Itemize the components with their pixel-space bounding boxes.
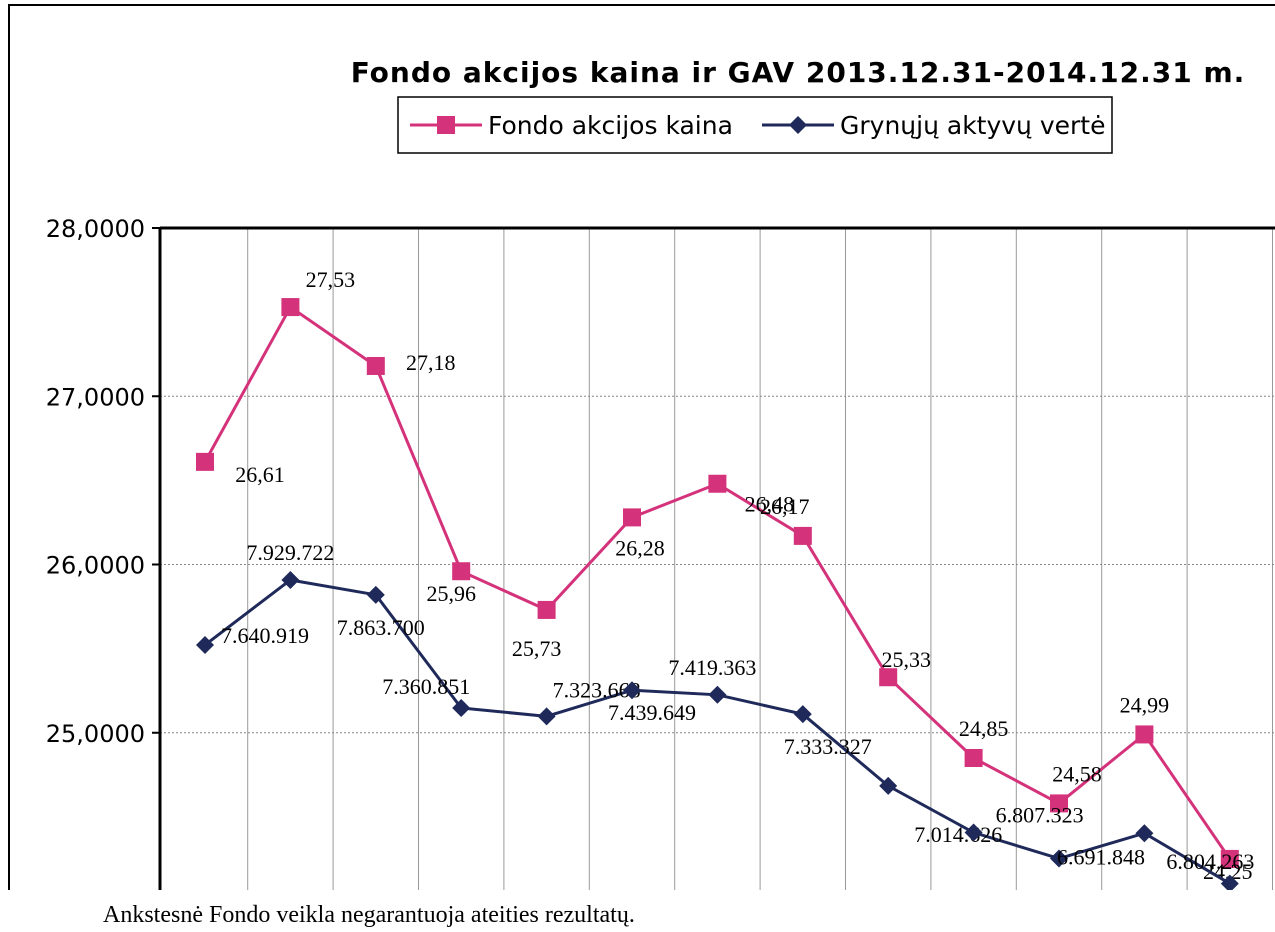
marker (789, 116, 807, 134)
marker (1050, 849, 1068, 868)
marker (452, 698, 471, 717)
marker (281, 298, 300, 317)
value-label: 6.804.263 (1166, 849, 1254, 874)
marker (452, 562, 471, 581)
y-tick-label: 28,0000 (46, 215, 145, 243)
marker (366, 356, 385, 375)
footer-bg (0, 890, 1275, 932)
y-tick-label: 27,0000 (46, 383, 145, 411)
value-label: 25,73 (512, 636, 562, 661)
footnote: Ankstesnė Fondo veikla negarantuoja atei… (103, 902, 635, 928)
marker (879, 668, 898, 687)
marker (281, 570, 300, 589)
marker (964, 823, 983, 842)
marker (1220, 849, 1239, 868)
value-label: 7.419.363 (668, 655, 756, 680)
marker (623, 508, 641, 527)
value-label: 25,96 (426, 581, 476, 606)
value-label: 26,48 (745, 492, 795, 517)
value-label: 7.014.626 (914, 822, 1002, 847)
marker (1220, 874, 1239, 893)
value-label: 27,53 (306, 267, 356, 292)
value-label: 27,18 (406, 350, 456, 375)
marker (1135, 824, 1154, 843)
marker (537, 707, 556, 726)
value-label: 26,61 (235, 462, 285, 487)
marker (879, 776, 898, 795)
marker (1135, 725, 1154, 744)
marker (1050, 794, 1068, 813)
value-label: 7.360.851 (382, 674, 470, 699)
value-label: 24,99 (1120, 692, 1170, 717)
chart-title: Fondo akcijos kaina ir GAV 2013.12.31-20… (351, 56, 1246, 89)
marker (708, 474, 727, 493)
legend-box (397, 96, 1113, 154)
plot: 24,000025,000026,000027,000028,000026,61… (46, 111, 1275, 917)
value-label: 6.807.323 (996, 803, 1084, 828)
marker (366, 585, 385, 604)
value-label: 24,85 (959, 716, 1009, 741)
marker (708, 685, 727, 704)
marker (196, 635, 214, 654)
y-tick-label: 26,0000 (46, 552, 145, 580)
value-label: 7.640.919 (221, 623, 309, 648)
legend-label: Grynųjų aktyvų vertė (840, 111, 1106, 140)
value-label: 6.691.848 (1057, 845, 1145, 870)
value-label: 24,58 (1052, 761, 1102, 786)
y-tick-label: 25,0000 (46, 720, 145, 748)
marker (196, 452, 214, 471)
value-label: 25,33 (881, 647, 931, 672)
marker (964, 748, 983, 767)
value-label: 7.439.649 (608, 700, 696, 725)
value-label: 26,17 (760, 494, 810, 519)
value-label: 26,28 (615, 535, 665, 560)
marker (793, 526, 812, 545)
marker (537, 600, 556, 619)
marker (793, 705, 812, 724)
value-label: 7.929.722 (246, 540, 334, 565)
marker (437, 116, 455, 134)
value-label: 7.333.327 (784, 734, 872, 759)
value-label: 7.863.700 (337, 615, 425, 640)
marker (623, 681, 641, 700)
legend-label: Fondo akcijos kaina (488, 111, 733, 140)
